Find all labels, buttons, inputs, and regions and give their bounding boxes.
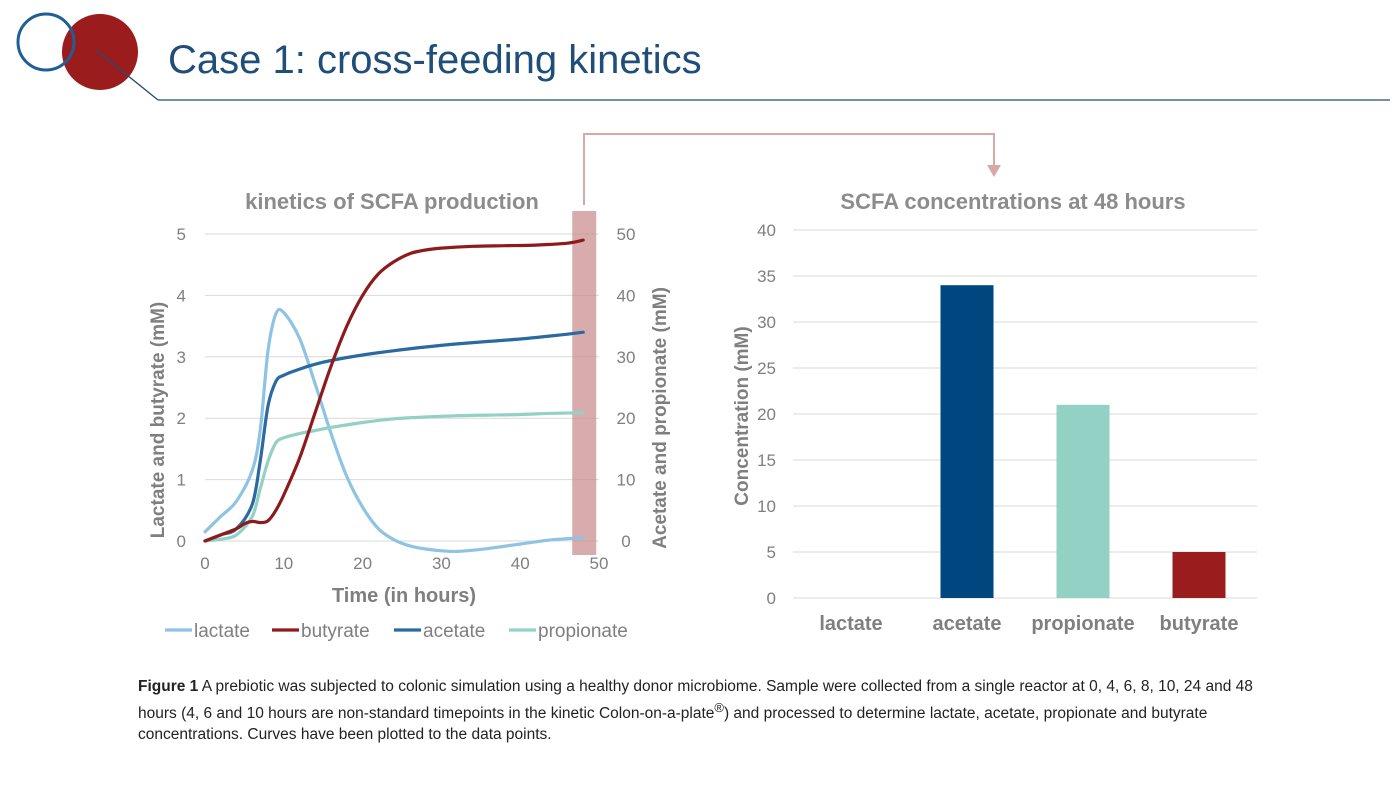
connector-arrow-line xyxy=(583,133,995,205)
y2-tick-label: 50 xyxy=(617,225,636,244)
caption-text-end: ) and processed to determine lactate, ac… xyxy=(138,705,1208,744)
y-tick-label: 40 xyxy=(757,221,776,240)
figure-caption: Figure 1 A prebiotic was subjected to co… xyxy=(138,676,1278,745)
category-label-butyrate: butyrate xyxy=(1160,613,1239,635)
y2-tick-label: 0 xyxy=(621,532,630,551)
x-tick-label: 0 xyxy=(200,554,209,573)
y-tick-label: 5 xyxy=(177,225,186,244)
page-title: Case 1: cross-feeding kinetics xyxy=(168,38,702,82)
y2-tick-label: 30 xyxy=(617,348,636,367)
y-tick-label: 0 xyxy=(177,532,186,551)
x-tick-label: 10 xyxy=(274,554,293,573)
line-chart-title: kinetics of SCFA production xyxy=(245,189,539,214)
bar-butyrate xyxy=(1172,552,1226,598)
y-axis-label: Concentration (mM) xyxy=(732,326,753,505)
y-tick-label: 5 xyxy=(767,543,776,562)
series-line-lactate xyxy=(203,307,585,554)
y-tick-label: 2 xyxy=(177,409,186,428)
caption-text: A prebiotic was subjected to colonic sim… xyxy=(138,678,1253,723)
y-tick-label: 1 xyxy=(177,471,186,490)
logo-red-circle xyxy=(62,14,138,90)
y-tick-label: 4 xyxy=(177,286,186,305)
category-label-acetate: acetate xyxy=(933,613,1002,635)
category-label-propionate: propionate xyxy=(1031,613,1134,635)
y-tick-label: 3 xyxy=(177,348,186,367)
x-tick-label: 30 xyxy=(432,554,451,573)
y-tick-label: 0 xyxy=(767,589,776,608)
x-tick-label: 50 xyxy=(590,554,609,573)
bar-propionate xyxy=(1056,404,1110,598)
title-underline-diagonal xyxy=(95,49,159,101)
legend-label-acetate: acetate xyxy=(423,621,485,642)
y-tick-label: 30 xyxy=(757,313,776,332)
series-line-butyrate xyxy=(203,238,585,543)
caption-registered-mark: ® xyxy=(714,700,724,715)
caption-label: Figure 1 xyxy=(138,678,199,695)
y-tick-label: 20 xyxy=(757,405,776,424)
y2-tick-label: 20 xyxy=(617,409,636,428)
bar-acetate xyxy=(940,285,994,598)
y2-tick-label: 40 xyxy=(617,286,636,305)
y-tick-label: 25 xyxy=(757,359,776,378)
legend-label-butyrate: butyrate xyxy=(301,621,370,642)
y-axis-label: Lactate and butyrate (mM) xyxy=(148,302,169,538)
series-line-acetate xyxy=(203,330,585,543)
legend-label-propionate: propionate xyxy=(538,621,628,642)
x-tick-label: 40 xyxy=(511,554,530,573)
legend-label-lactate: lactate xyxy=(194,621,250,642)
y2-axis-label: Acetate and propionate (mM) xyxy=(650,287,671,549)
y-tick-label: 10 xyxy=(757,497,776,516)
y-tick-label: 15 xyxy=(757,451,776,470)
highlight-48h xyxy=(572,211,597,555)
x-tick-label: 20 xyxy=(353,554,372,573)
y2-tick-label: 10 xyxy=(617,471,636,490)
bar-chart-title: SCFA concentrations at 48 hours xyxy=(840,189,1185,214)
x-axis-label: Time (in hours) xyxy=(332,585,476,607)
logo-blue-ring xyxy=(16,12,76,72)
series-line-propionate xyxy=(203,411,585,543)
category-label-lactate: lactate xyxy=(819,613,882,635)
connector-arrow-head xyxy=(987,165,1001,177)
y-tick-label: 35 xyxy=(757,267,776,286)
